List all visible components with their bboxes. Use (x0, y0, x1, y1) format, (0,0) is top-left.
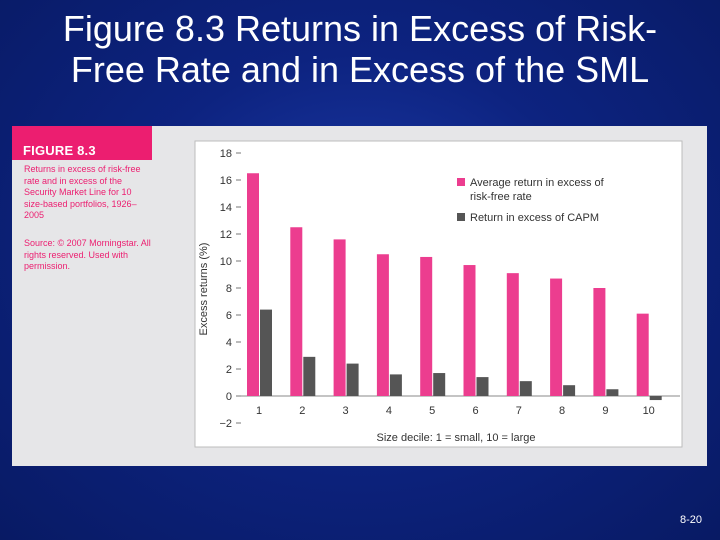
figure-caption: Returns in excess of risk-free rate and … (24, 164, 141, 221)
figure-source: Source: © 2007 Morningstar. All rights r… (24, 238, 151, 272)
bar-average-excess-return (376, 254, 389, 396)
legend: Average return in excess of risk-free rat… (457, 177, 605, 224)
bars-group (247, 173, 662, 401)
bar-average-excess-return (636, 313, 649, 396)
bar-average-excess-return (463, 265, 476, 396)
y-tick-label: 8 (226, 283, 232, 295)
legend-label: Return in excess of CAPM (470, 212, 599, 224)
bar-capm-excess-return (346, 363, 359, 396)
y-axis-label: Excess returns (%) (198, 243, 210, 336)
bar-average-excess-return (247, 173, 259, 396)
y-tick-label: 4 (226, 337, 232, 349)
slide-title-line-2: Free Rate and in Excess of the SML (70, 49, 650, 90)
y-tick-label: 2 (226, 364, 232, 376)
x-tick-label: 1 (256, 405, 262, 417)
x-axis-ticks: 1 2 3 4 5 6 7 8 9 10 (256, 405, 655, 417)
x-tick-label: 5 (429, 405, 435, 417)
bar-capm-excess-return (260, 309, 272, 396)
bar-average-excess-return (550, 278, 563, 396)
bar-average-excess-return (290, 227, 303, 396)
bar-capm-excess-return (303, 356, 316, 396)
y-tick-label: −2 (219, 418, 232, 430)
y-tick-label: 16 (220, 175, 232, 187)
x-tick-label: 4 (386, 405, 392, 417)
bar-capm-excess-return (389, 374, 402, 396)
bar-average-excess-return (420, 256, 433, 396)
legend-swatch-capm (457, 213, 465, 221)
y-tick-label: 14 (220, 202, 232, 214)
x-tick-label: 2 (299, 405, 305, 417)
x-tick-label: 6 (472, 405, 478, 417)
y-tick-label: 6 (226, 310, 232, 322)
y-tick-label: 0 (226, 391, 232, 403)
bar-average-excess-return (506, 273, 519, 396)
x-tick-label: 9 (602, 405, 608, 417)
figure-label-tab (12, 126, 152, 160)
y-tick-label: 10 (220, 256, 232, 268)
slide-number: 8-20 (679, 514, 702, 526)
bar-capm-excess-return (563, 385, 576, 396)
slide-title-line-1: Figure 8.3 Returns in Excess of Risk- (62, 8, 658, 49)
figure-label: FIGURE 8.3 (23, 143, 96, 158)
bar-average-excess-return (593, 288, 606, 396)
bar-average-excess-return (333, 239, 346, 396)
legend-label: Average return in excess of (470, 177, 605, 189)
plot-area (194, 140, 683, 448)
x-tick-label: 7 (516, 405, 522, 417)
slide-title: Figure 8.3 Returns in Excess of Risk- Fr… (10, 8, 710, 90)
x-tick-label: 3 (343, 405, 349, 417)
bar-capm-excess-return (519, 381, 532, 396)
legend-label: risk-free rate (470, 191, 532, 203)
bar-capm-excess-return (433, 373, 446, 396)
x-axis-label: Size decile: 1 = small, 10 = large (377, 432, 536, 444)
x-tick-label: 10 (643, 405, 655, 417)
y-tick-label: 18 (220, 148, 232, 160)
y-tick-label: 12 (220, 229, 232, 241)
bar-capm-excess-return (476, 377, 489, 396)
bar-capm-excess-return (606, 389, 619, 396)
figure-panel: FIGURE 8.3 Returns in excess of risk-fre… (12, 126, 707, 466)
x-tick-label: 8 (559, 405, 565, 417)
legend-swatch-average (457, 178, 465, 186)
bar-capm-excess-return (649, 396, 662, 401)
